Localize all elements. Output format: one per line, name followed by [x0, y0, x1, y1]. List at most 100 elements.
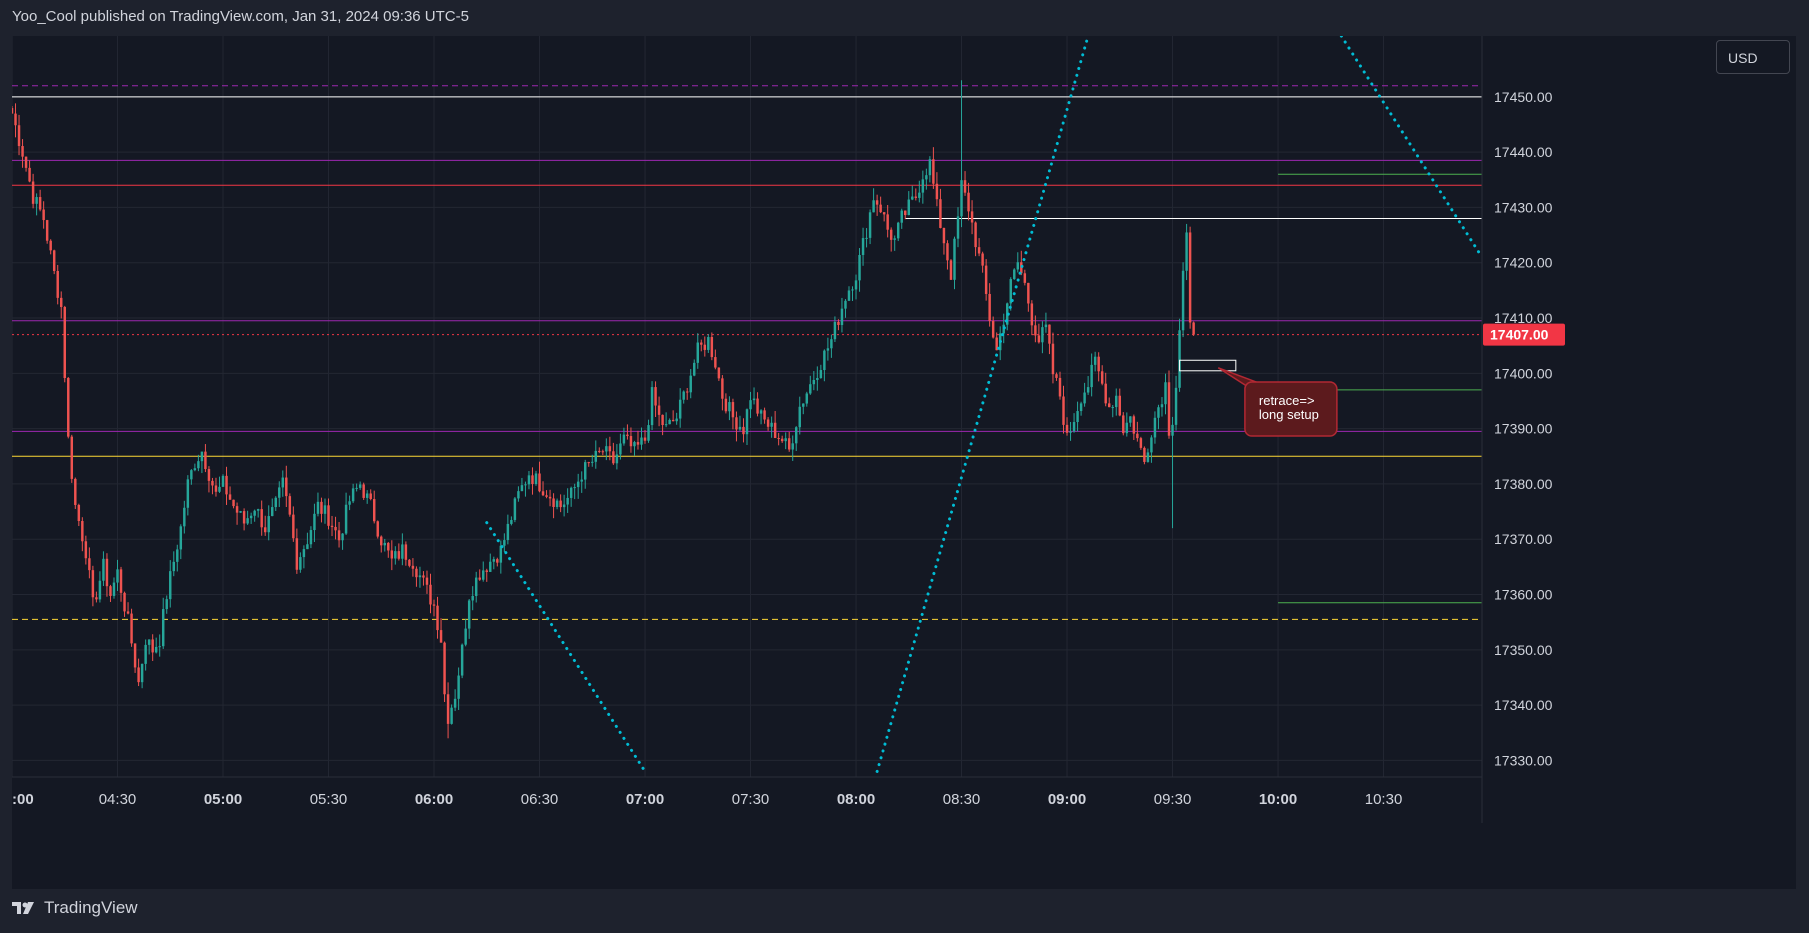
candle-body [274, 497, 277, 508]
y-tick-label: 17330.00 [1494, 752, 1553, 768]
tradingview-logo-icon [12, 902, 34, 914]
candle-body [84, 541, 88, 559]
candle-body [1188, 232, 1192, 323]
candle-body [176, 549, 179, 562]
callout-box [1244, 381, 1338, 437]
candle-body [717, 367, 721, 379]
candle-body [840, 308, 844, 326]
candle-body [144, 644, 147, 664]
candle-body [587, 462, 590, 464]
candle-body [1069, 431, 1072, 433]
candle-body [1122, 415, 1125, 434]
candle-body [263, 527, 267, 533]
candle-body [154, 646, 158, 653]
candle-body [74, 478, 77, 505]
candle-body [991, 320, 995, 338]
last-price-tag [1483, 323, 1565, 346]
candle-body [457, 675, 460, 699]
candle-body [795, 427, 798, 444]
candle-body [232, 499, 235, 507]
candle-body [439, 630, 443, 643]
candle-body [1079, 403, 1083, 412]
x-tick-label: 07:30 [732, 791, 770, 808]
candle-body [260, 509, 263, 528]
candle-body [60, 297, 63, 307]
candle-body [1115, 395, 1118, 408]
candle-body [626, 434, 629, 437]
candle-body [436, 605, 439, 631]
x-tick-label: 05:30 [310, 791, 348, 808]
y-tick-label: 17340.00 [1494, 697, 1553, 713]
candle-body [988, 293, 991, 321]
candle-body [650, 387, 654, 426]
candle-body [935, 183, 939, 200]
candle-body [576, 481, 580, 488]
candle-body [524, 484, 527, 486]
candle-body [204, 451, 207, 470]
candle-body [721, 378, 724, 399]
x-tick-label: 07:00 [626, 791, 664, 808]
candle-body [918, 192, 921, 198]
candle-body [939, 199, 942, 228]
candle-body [1185, 232, 1188, 271]
candle-body [67, 378, 70, 437]
candle-body [394, 551, 397, 559]
candle-body [517, 491, 520, 499]
candle-body [1013, 269, 1016, 280]
price-chart[interactable]: retrace=>long setup 17330.00 17340.00 17350… [12, 36, 1796, 889]
x-tick-label: 08:30 [943, 791, 981, 808]
candle-body [1164, 382, 1167, 405]
candle-body [161, 609, 165, 647]
candle-body [858, 254, 861, 281]
footer-brand[interactable]: TradingView [12, 898, 138, 918]
candle-body [601, 451, 605, 453]
chart-pane[interactable]: retrace=> long setup 17330.00 17340.00 17350… [12, 36, 1796, 889]
candle-body [380, 536, 383, 546]
candle-body [1044, 324, 1048, 328]
candle-body [904, 210, 907, 216]
candle-body [12, 108, 14, 114]
candle-body [819, 370, 823, 378]
candle-body [1027, 282, 1030, 304]
candle-body [341, 533, 344, 541]
candle-body [207, 469, 211, 481]
currency-button[interactable]: USD [1716, 40, 1790, 74]
candle-body [710, 337, 714, 358]
candle-body [545, 495, 548, 497]
candle-body [460, 644, 464, 676]
candle-body [190, 470, 193, 480]
candle-body [809, 384, 812, 394]
candle-body [657, 405, 661, 415]
candle-body [664, 424, 668, 426]
candle-body [492, 559, 496, 562]
candle-body [865, 237, 868, 239]
candle-body [239, 511, 242, 513]
candle-body [1167, 382, 1171, 436]
x-tick-label: :00 [12, 791, 34, 808]
candle-body [126, 611, 130, 614]
candle-body [1034, 325, 1037, 336]
candle-body [56, 270, 59, 298]
y-tick-label: 17350.00 [1494, 642, 1553, 658]
candle-body [70, 436, 74, 479]
candle-body [1023, 273, 1027, 283]
y-tick-label: 17410.00 [1494, 310, 1553, 326]
candle-body [714, 357, 717, 368]
candle-body [425, 577, 429, 585]
candle-body [211, 480, 214, 486]
footer-brand-label: TradingView [44, 898, 138, 917]
candle-body [348, 501, 351, 505]
candle-body [805, 393, 809, 404]
candle-body [541, 491, 545, 496]
candle-body [151, 639, 154, 653]
candle-body [383, 542, 387, 546]
candle-body [362, 484, 365, 498]
candle-body [802, 403, 805, 407]
candle-body [605, 446, 608, 452]
candle-body [1181, 270, 1185, 331]
candle-body [925, 175, 928, 180]
candle-body [798, 406, 801, 428]
y-tick-label: 17360.00 [1494, 587, 1553, 603]
candle-body [334, 526, 337, 531]
trend-line [1339, 36, 1484, 259]
